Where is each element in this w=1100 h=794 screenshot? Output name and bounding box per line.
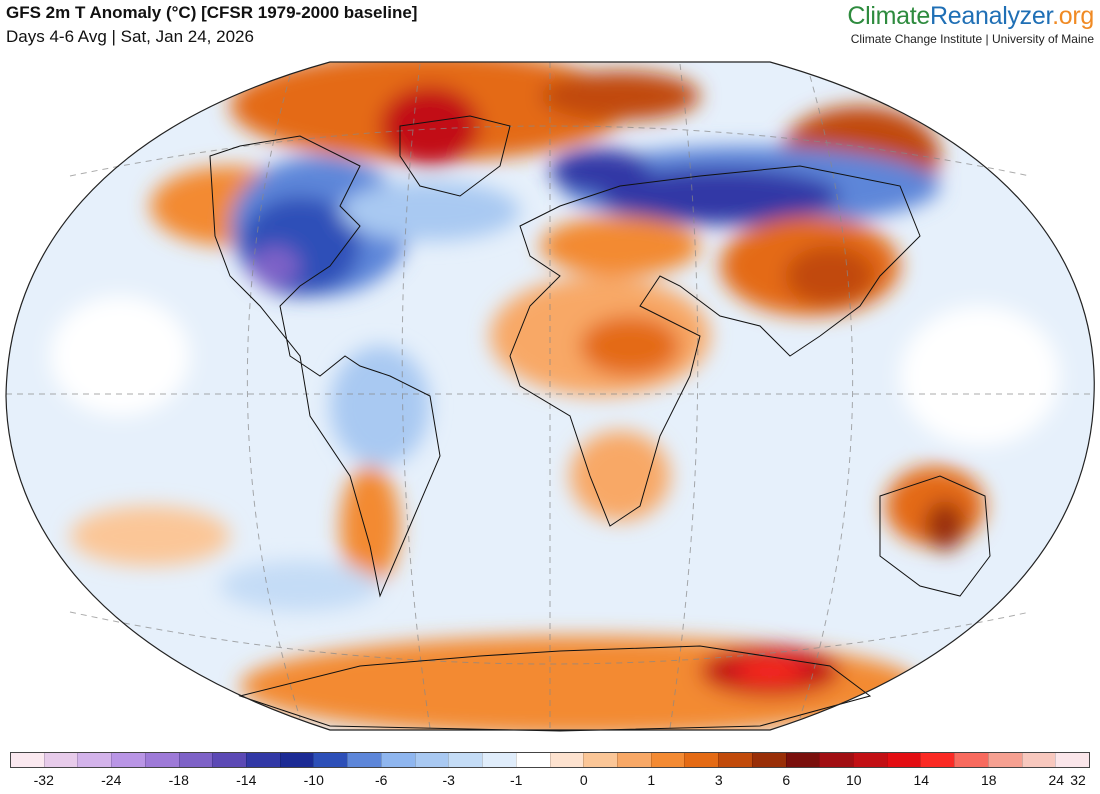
legend-swatch: [650, 753, 685, 767]
legend-tick-label: -10: [303, 772, 324, 788]
legend-swatch: [549, 753, 584, 767]
legend-tick-label: 32: [1070, 772, 1086, 788]
legend-tick-label: -24: [101, 772, 122, 788]
legend-swatch: [1055, 753, 1089, 767]
map-title: GFS 2m T Anomaly (°C) [CFSR 1979-2000 ba…: [6, 3, 418, 22]
legend-swatch: [718, 753, 752, 767]
brand-name: ClimateReanalyzer.org: [847, 2, 1094, 30]
legend-tick-label: 18: [980, 772, 997, 788]
legend-swatch: [987, 753, 1022, 767]
legend-swatch: [785, 753, 820, 767]
legend-tick-label: -3: [442, 772, 455, 788]
legend-tick-label: 24: [1048, 772, 1065, 788]
legend-swatch: [178, 753, 213, 767]
color-legend-labels: -32 -24 -18 -14 -10 -6 -3 -1 0 1 3 6 10 14 18 24 32: [10, 772, 1090, 792]
legend-swatch: [111, 753, 145, 767]
world-map: [0, 56, 1100, 736]
legend-swatch: [886, 753, 921, 767]
brand-tagline: Climate Change Institute | University of…: [850, 32, 1094, 46]
legend-swatch: [684, 753, 719, 767]
legend-swatch: [212, 753, 247, 767]
legend-tick-label: 0: [579, 772, 588, 788]
legend-swatch: [819, 753, 853, 767]
legend-tick-label: -18: [168, 772, 189, 788]
legend-swatch: [313, 753, 348, 767]
legend-swatch: [347, 753, 381, 767]
graticule: [6, 62, 1094, 730]
legend-tick-label: -14: [236, 772, 257, 788]
color-legend: [10, 752, 1090, 768]
legend-tick-label: 6: [782, 772, 791, 788]
legend-swatch: [616, 753, 651, 767]
legend-tick-label: 14: [913, 772, 930, 788]
legend-tick-label: -6: [375, 772, 388, 788]
legend-swatch: [583, 753, 617, 767]
legend-swatch: [954, 753, 988, 767]
legend-swatch: [482, 753, 516, 767]
legend-swatch: [246, 753, 280, 767]
anomaly-map-svg: [5, 61, 1095, 732]
map-subtitle: Days 4-6 Avg | Sat, Jan 24, 2026: [6, 27, 254, 46]
brand-logo[interactable]: ClimateReanalyzer.org Climate Change Ins…: [847, 2, 1094, 46]
legend-swatch: [920, 753, 955, 767]
brand-name-part3: .org: [1052, 2, 1094, 30]
globe-outline: [5, 61, 1095, 731]
anomaly-blobs: [50, 62, 1060, 730]
legend-tick-label: 10: [845, 772, 862, 788]
legend-tick-label: -1: [510, 772, 523, 788]
legend-swatch: [77, 753, 112, 767]
legend-swatch: [751, 753, 786, 767]
brand-name-part1: Climate: [847, 2, 931, 30]
legend-swatch: [1021, 753, 1056, 767]
legend-swatch: [279, 753, 314, 767]
legend-swatch: [43, 753, 78, 767]
legend-swatch: [414, 753, 449, 767]
legend-swatch: [380, 753, 415, 767]
legend-swatch: [11, 753, 44, 767]
legend-tick-label: -32: [33, 772, 54, 788]
brand-name-part2: Reanalyzer: [930, 2, 1053, 30]
legend-tick-label: 1: [647, 772, 656, 788]
legend-swatch: [852, 753, 887, 767]
coastlines: [209, 115, 991, 732]
legend-swatch: [515, 753, 550, 767]
legend-tick-label: 3: [714, 772, 723, 788]
legend-swatch: [448, 753, 483, 767]
legend-swatch: [144, 753, 179, 767]
